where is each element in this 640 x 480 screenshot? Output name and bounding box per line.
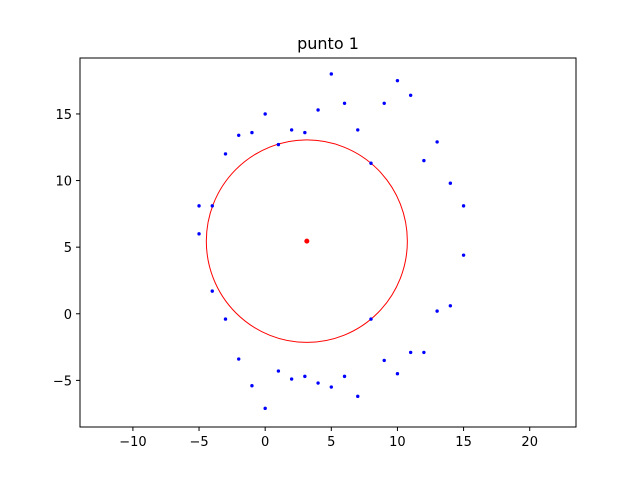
data-point bbox=[197, 232, 201, 236]
data-point bbox=[223, 152, 228, 156]
data-point bbox=[197, 204, 201, 208]
data-point bbox=[435, 140, 439, 144]
data-point bbox=[369, 317, 373, 321]
y-tick-label: −5 bbox=[53, 374, 72, 389]
data-point bbox=[210, 204, 214, 208]
data-point bbox=[289, 377, 294, 381]
data-point bbox=[395, 78, 400, 83]
data-point bbox=[263, 406, 267, 411]
y-tick-label: 5 bbox=[64, 241, 72, 256]
center-point bbox=[304, 238, 310, 244]
data-point bbox=[303, 130, 307, 135]
y-tick-label: 10 bbox=[55, 175, 72, 190]
data-point bbox=[395, 372, 400, 376]
y-tick-label: 0 bbox=[64, 308, 72, 323]
data-point bbox=[316, 108, 320, 112]
data-point bbox=[237, 133, 241, 137]
y-tick-label: 15 bbox=[55, 108, 72, 123]
data-point bbox=[342, 101, 347, 105]
data-point bbox=[461, 253, 466, 257]
data-point bbox=[250, 130, 254, 135]
plot-area bbox=[79, 57, 577, 428]
data-point bbox=[329, 385, 334, 389]
data-point bbox=[422, 158, 426, 163]
data-point bbox=[250, 384, 254, 388]
axis-ticks: −10 −5 0 5 10 15 20 −5 0 5 10 15 bbox=[53, 108, 538, 450]
data-point bbox=[461, 204, 466, 208]
x-tick-label: 0 bbox=[261, 435, 269, 450]
data-point bbox=[448, 304, 453, 308]
fitted-circle bbox=[205, 139, 408, 343]
data-point bbox=[356, 394, 360, 399]
data-point bbox=[276, 369, 281, 373]
data-point bbox=[223, 317, 228, 321]
x-tick-label: 20 bbox=[521, 435, 538, 450]
data-point bbox=[237, 357, 241, 361]
data-point bbox=[382, 358, 386, 363]
data-point bbox=[303, 374, 307, 379]
data-point bbox=[342, 374, 347, 379]
data-point bbox=[408, 93, 413, 97]
x-tick-label: −5 bbox=[189, 435, 208, 450]
x-tick-label: 5 bbox=[327, 435, 335, 450]
data-point bbox=[289, 128, 294, 132]
data-point bbox=[329, 72, 334, 76]
chart-title: punto 1 bbox=[297, 34, 359, 53]
data-marks bbox=[197, 72, 466, 411]
x-tick-label: 10 bbox=[389, 435, 406, 450]
data-point bbox=[210, 289, 214, 293]
data-point bbox=[448, 181, 453, 185]
x-tick-label: −10 bbox=[119, 435, 146, 450]
data-point bbox=[276, 142, 281, 147]
x-tick-label: 15 bbox=[455, 435, 472, 450]
data-point bbox=[382, 101, 386, 105]
data-point bbox=[369, 161, 373, 165]
data-point bbox=[356, 128, 360, 132]
data-point bbox=[435, 309, 439, 313]
data-point bbox=[316, 381, 320, 385]
data-point bbox=[263, 112, 267, 116]
data-point bbox=[422, 350, 426, 355]
data-point bbox=[408, 350, 413, 355]
